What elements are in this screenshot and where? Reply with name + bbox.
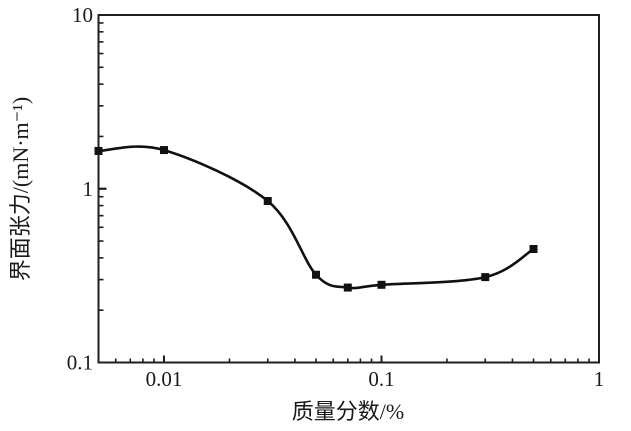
data-curve: [97, 145, 535, 290]
y-tick-label: 10: [72, 3, 93, 27]
data-point-marker: [263, 197, 272, 206]
data-point-marker: [377, 280, 386, 289]
x-tick-label: 0.1: [368, 367, 394, 391]
data-point-marker: [529, 245, 538, 254]
tick-labels-layer: 0.01 0.1 1 0.1 1 10: [67, 3, 605, 391]
plot-frame: [97, 14, 600, 364]
series-layer: [94, 145, 538, 292]
data-point-marker: [159, 146, 168, 155]
y-tick-label: 1: [83, 177, 94, 201]
data-point-marker: [94, 146, 103, 155]
data-point-marker: [481, 273, 490, 282]
x-axis-label: 质量分数/%: [292, 399, 404, 424]
x-tick-label: 0.01: [146, 367, 183, 391]
data-point-marker: [343, 283, 352, 292]
ticks-layer: [98, 22, 590, 363]
x-tick-label: 1: [594, 367, 605, 391]
data-point-marker: [312, 270, 321, 279]
y-axis-label: 界面张力/(mN·m⁻¹): [8, 97, 33, 281]
y-tick-label: 0.1: [67, 351, 93, 375]
